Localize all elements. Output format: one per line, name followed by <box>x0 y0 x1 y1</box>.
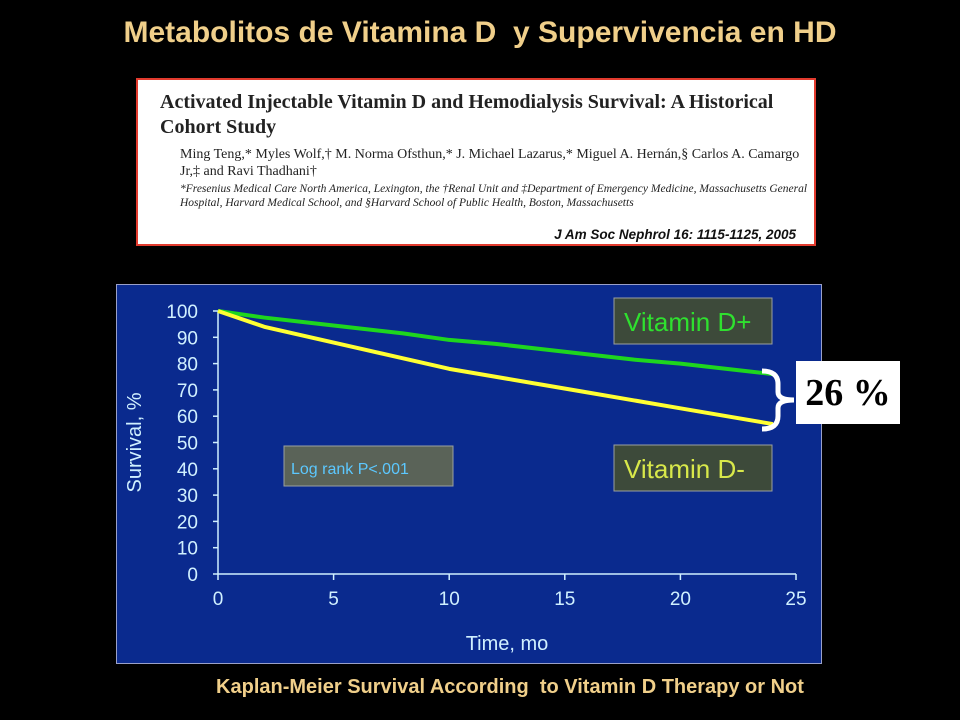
y-tick-label: 10 <box>177 539 198 560</box>
y-tick-label: 30 <box>177 486 198 507</box>
x-tick-label: 5 <box>328 589 339 610</box>
x-tick-label: 15 <box>554 589 575 610</box>
log-rank-box <box>283 445 454 487</box>
x-tick-label: 10 <box>439 589 460 610</box>
journal-citation: J Am Soc Nephrol 16: 1115-1125, 2005 <box>554 227 796 242</box>
paper-affiliations: *Fresenius Medical Care North America, L… <box>180 183 808 209</box>
y-axis-label: Survival, % <box>124 392 146 492</box>
y-tick-label: 50 <box>177 434 198 455</box>
series-line-vitamin-d-minus <box>217 309 774 427</box>
citation-box: Activated Injectable Vitamin D and Hemod… <box>136 78 816 246</box>
x-tick-label: 20 <box>670 589 691 610</box>
x-tick-label: 0 <box>213 589 224 610</box>
legend-label-vitamin-d-plus: Vitamin D+ <box>624 307 751 337</box>
y-tick-label: 100 <box>166 302 198 323</box>
y-tick-label: 80 <box>177 355 198 376</box>
paper-authors: Ming Teng,* Myles Wolf,† M. Norma Ofsthu… <box>180 147 800 179</box>
y-tick-label: 20 <box>177 512 198 533</box>
series-line-vitamin-d-plus <box>217 309 774 377</box>
y-tick-label: 90 <box>177 328 198 349</box>
log-rank-label: Log rank P<.001 <box>291 461 409 478</box>
bracket-shape <box>761 368 795 432</box>
paper-title: Activated Injectable Vitamin D and Hemod… <box>160 91 774 138</box>
y-tick-label: 0 <box>187 565 198 586</box>
slide-caption: Kaplan-Meier Survival According to Vitam… <box>216 676 804 698</box>
survival-chart: 0 10 20 30 40 50 60 70 80 90 100 0 5 10 15 20 25 Time, mo… <box>124 297 807 655</box>
y-tick-label: 70 <box>177 381 198 402</box>
legend-box-vitamin-d-minus <box>613 444 773 492</box>
difference-label: 26 % <box>796 361 900 424</box>
x-tick-label: 25 <box>785 589 806 610</box>
y-tick-label: 40 <box>177 460 198 481</box>
x-axis-label: Time, mo <box>466 633 549 655</box>
legend-box-vitamin-d-plus <box>613 297 773 345</box>
y-tick-label: 60 <box>177 407 198 428</box>
slide-title: Metabolitos de Vitamina D y Supervivenci… <box>123 16 837 49</box>
legend-label-vitamin-d-minus: Vitamin D- <box>624 454 745 484</box>
